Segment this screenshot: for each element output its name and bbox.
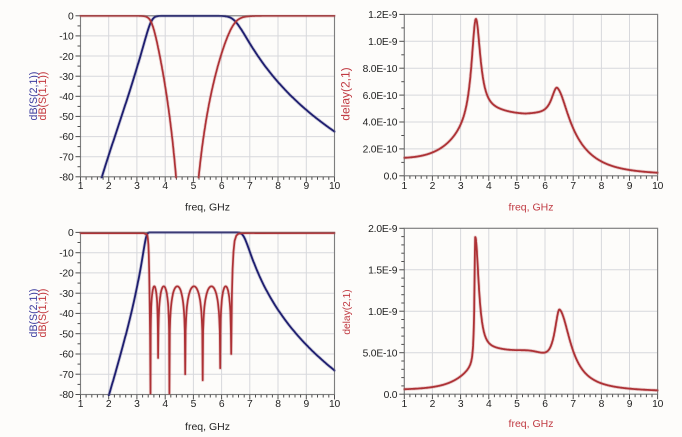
svg-text:7: 7	[570, 399, 576, 410]
svg-text:4: 4	[486, 399, 492, 410]
svg-text:-40: -40	[59, 92, 74, 103]
svg-text:freq, GHz: freq, GHz	[509, 202, 554, 214]
svg-text:8.0E-10: 8.0E-10	[363, 64, 398, 75]
svg-text:10: 10	[652, 181, 664, 192]
svg-text:9: 9	[627, 399, 633, 410]
svg-text:8: 8	[599, 399, 605, 410]
svg-text:-50: -50	[59, 112, 74, 123]
svg-text:9: 9	[304, 399, 310, 410]
svg-text:1.0E-9: 1.0E-9	[368, 307, 398, 318]
svg-text:-30: -30	[59, 289, 74, 300]
svg-text:2.0E-9: 2.0E-9	[368, 224, 398, 235]
svg-text:9: 9	[304, 181, 310, 192]
svg-text:5: 5	[191, 181, 197, 192]
svg-text:-60: -60	[59, 132, 74, 143]
svg-text:0.0: 0.0	[384, 172, 398, 183]
svg-text:-40: -40	[59, 309, 74, 320]
svg-text:4.0E-10: 4.0E-10	[363, 118, 398, 129]
svg-text:1: 1	[402, 399, 408, 410]
svg-text:6: 6	[542, 181, 548, 192]
svg-text:delay(2,1): delay(2,1)	[342, 289, 353, 334]
svg-text:-20: -20	[59, 52, 74, 63]
svg-text:-20: -20	[59, 269, 74, 280]
svg-text:3: 3	[458, 181, 464, 192]
svg-text:10: 10	[329, 181, 341, 192]
svg-text:8: 8	[275, 399, 281, 410]
svg-text:3: 3	[458, 399, 464, 410]
svg-text:freq, GHz: freq, GHz	[509, 418, 554, 430]
svg-text:-60: -60	[59, 350, 74, 361]
svg-text:-50: -50	[59, 329, 74, 340]
svg-text:-80: -80	[59, 173, 74, 184]
svg-text:-10: -10	[59, 32, 74, 43]
svg-text:1.5E-9: 1.5E-9	[368, 266, 398, 277]
svg-text:0: 0	[68, 228, 74, 239]
svg-text:1.2E-9: 1.2E-9	[368, 10, 398, 21]
svg-text:4: 4	[162, 399, 168, 410]
svg-text:1: 1	[78, 181, 84, 192]
svg-text:1: 1	[402, 181, 408, 192]
svg-text:2: 2	[430, 181, 436, 192]
svg-text:dB(S(1,1)): dB(S(1,1))	[37, 72, 49, 121]
svg-text:delay(2,1): delay(2,1)	[339, 67, 353, 120]
svg-text:2: 2	[430, 399, 436, 410]
svg-text:7: 7	[247, 399, 253, 410]
svg-text:6: 6	[219, 181, 225, 192]
svg-text:dB(S(2,1)): dB(S(2,1))	[28, 72, 40, 121]
svg-text:1: 1	[78, 399, 84, 410]
svg-text:-80: -80	[59, 390, 74, 401]
svg-text:freq, GHz: freq, GHz	[185, 202, 230, 214]
svg-text:4: 4	[162, 181, 168, 192]
svg-text:6: 6	[542, 399, 548, 410]
svg-text:0.0: 0.0	[384, 390, 398, 401]
svg-text:1.0E-9: 1.0E-9	[368, 37, 398, 48]
svg-text:8: 8	[599, 181, 605, 192]
svg-text:6.0E-10: 6.0E-10	[363, 91, 398, 102]
svg-text:7: 7	[570, 181, 576, 192]
svg-text:-10: -10	[59, 248, 74, 259]
svg-text:5: 5	[514, 399, 520, 410]
svg-text:5: 5	[514, 181, 520, 192]
svg-text:freq, GHz: freq, GHz	[185, 421, 230, 433]
svg-text:-70: -70	[59, 152, 74, 163]
svg-text:10: 10	[329, 399, 341, 410]
svg-text:2: 2	[106, 181, 112, 192]
svg-text:3: 3	[134, 399, 140, 410]
svg-text:dB(S(2,1)): dB(S(2,1))	[28, 289, 40, 338]
svg-text:2.0E-10: 2.0E-10	[363, 145, 398, 156]
svg-text:dB(S(1,1)): dB(S(1,1))	[37, 289, 49, 338]
svg-text:0: 0	[68, 12, 74, 23]
svg-text:8: 8	[275, 181, 281, 192]
svg-text:7: 7	[247, 181, 253, 192]
svg-text:5.0E-10: 5.0E-10	[363, 348, 398, 359]
svg-text:-30: -30	[59, 72, 74, 83]
svg-text:5: 5	[191, 399, 197, 410]
svg-text:9: 9	[627, 181, 633, 192]
svg-text:3: 3	[134, 181, 140, 192]
svg-text:2: 2	[106, 399, 112, 410]
svg-text:4: 4	[486, 181, 492, 192]
svg-text:10: 10	[652, 399, 664, 410]
svg-text:6: 6	[219, 399, 225, 410]
svg-text:-70: -70	[59, 370, 74, 381]
